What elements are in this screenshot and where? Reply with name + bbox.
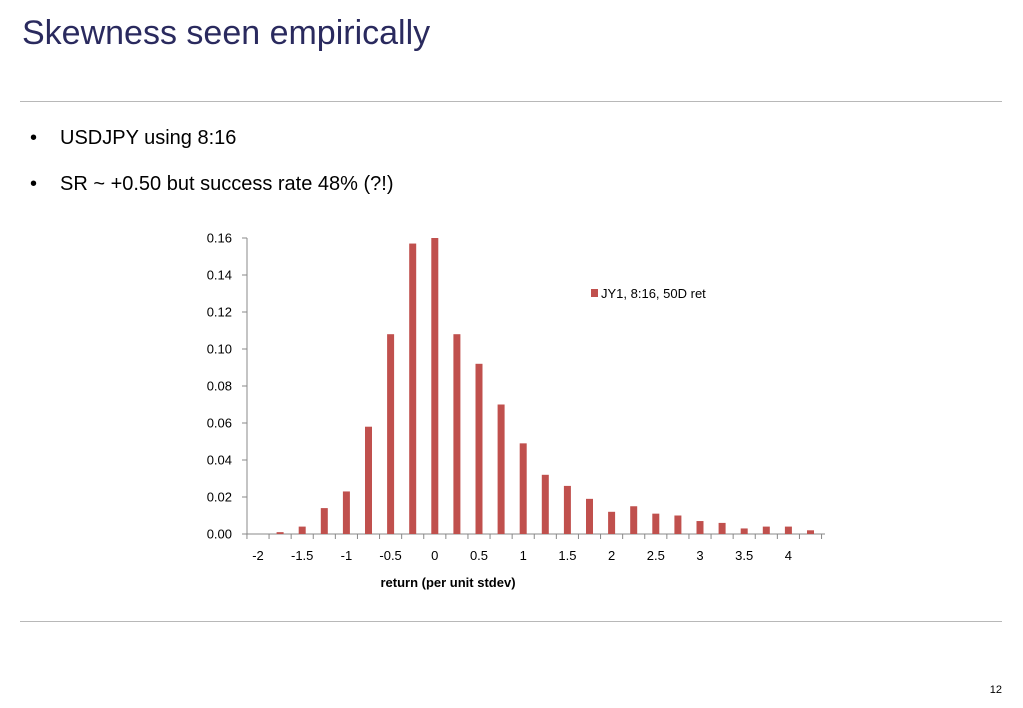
bar: [718, 522, 726, 534]
bar: [696, 521, 704, 534]
bar: [276, 532, 284, 534]
page-number: 12: [989, 684, 1002, 696]
bullet-list: • USDJPY using 8:16 • SR ~ +0.50 but succe…: [30, 122, 394, 214]
y-tick-label: 0.06: [207, 416, 232, 431]
bar: [519, 443, 527, 534]
legend-label: JY1, 8:16, 50D ret: [601, 286, 706, 301]
bar: [453, 334, 461, 534]
y-tick-label: 0.00: [207, 527, 232, 542]
x-tick-label: 2.5: [647, 548, 665, 563]
x-tick-label: 4: [785, 548, 792, 563]
bar: [586, 498, 593, 534]
bar: [784, 526, 792, 534]
bar: [475, 363, 483, 534]
x-tick-label: -0.5: [379, 548, 401, 563]
bullet-item: • SR ~ +0.50 but success rate 48% (?!): [30, 168, 394, 214]
bar: [608, 511, 616, 534]
bar: [762, 526, 770, 534]
x-tick-label: 3.5: [735, 548, 753, 563]
bar: [740, 528, 748, 534]
bar: [807, 530, 814, 534]
bullet-item: • USDJPY using 8:16: [30, 122, 394, 168]
y-axis: 0.00 0.02 0.04 0.06 0.08 0.10 0.12 0.14 0.16: [207, 231, 248, 542]
bar: [409, 243, 417, 535]
x-axis-title: return (per unit stdev): [380, 575, 515, 590]
y-tick-label: 0.12: [207, 305, 232, 320]
x-tick-label: 2: [608, 548, 615, 563]
bar: [320, 508, 328, 534]
bullet-text: USDJPY using 8:16: [60, 127, 237, 149]
x-tick-label: 0: [431, 548, 438, 563]
bar: [541, 474, 549, 534]
y-tick-label: 0.10: [207, 342, 232, 357]
bar: [630, 506, 638, 534]
legend-swatch: [591, 289, 598, 297]
y-tick-label: 0.14: [207, 268, 232, 283]
bar: [563, 485, 571, 534]
y-tick-label: 0.16: [207, 231, 232, 246]
bar: [298, 526, 306, 534]
bottom-divider: [20, 621, 1002, 622]
x-tick-label: -1.5: [291, 548, 313, 563]
bullet-marker: •: [30, 127, 38, 149]
bar: [674, 515, 682, 534]
bar: [497, 404, 505, 534]
x-tick-label: -1: [341, 548, 353, 563]
slide-title: Skewness seen empirically: [22, 14, 431, 52]
y-tick-label: 0.08: [207, 379, 232, 394]
y-tick-label: 0.04: [207, 453, 232, 468]
x-tick-label: 1.5: [558, 548, 576, 563]
top-divider: [20, 101, 1002, 102]
bar: [365, 426, 372, 534]
y-tick-label: 0.02: [207, 490, 232, 505]
x-axis: -2 -1.5 -1 -0.5 0 0.5 1 1.5 2 2.5 3 3.5 4: [246, 533, 825, 563]
bullet-marker: •: [30, 173, 38, 195]
bar: [342, 491, 350, 534]
bar-series: [276, 238, 814, 535]
bar: [431, 238, 439, 534]
x-tick-label: 3: [696, 548, 703, 563]
x-tick-label: 1: [520, 548, 527, 563]
x-tick-label: 0.5: [470, 548, 488, 563]
bar: [652, 513, 660, 534]
legend: JY1, 8:16, 50D ret: [591, 286, 706, 301]
bar: [387, 334, 395, 534]
x-tick-label: -2: [252, 548, 264, 563]
bullet-text: SR ~ +0.50 but success rate 48% (?!): [60, 173, 394, 195]
